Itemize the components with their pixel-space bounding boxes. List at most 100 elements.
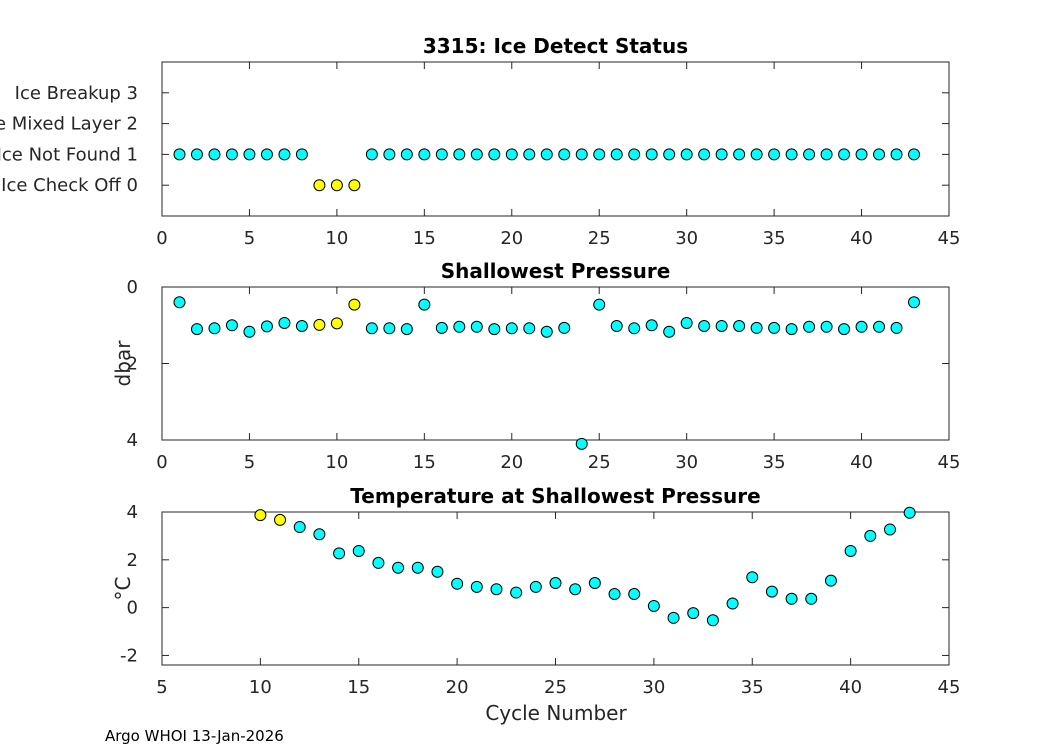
ice-status-x-tick-label: 20	[500, 228, 523, 249]
temperature-x-tick-label: 25	[544, 677, 567, 698]
temperature-x-tick-label: 35	[741, 677, 764, 698]
pressure-point	[383, 322, 396, 335]
pressure-point	[260, 320, 273, 333]
pressure-point	[488, 323, 501, 336]
pressure-point	[908, 296, 921, 309]
temperature-point	[549, 577, 562, 590]
temperature-point	[313, 528, 326, 541]
ice-status-point	[768, 148, 781, 161]
ice-status-y-tick-label: Ice Mixed Layer 2	[0, 114, 138, 135]
temperature-y-tick-label: 0	[127, 598, 138, 619]
ice-status-point	[855, 148, 868, 161]
temperature-point	[883, 523, 896, 536]
temperature-point-flagged	[274, 513, 287, 526]
pressure-point	[523, 322, 536, 335]
pressure-point	[243, 325, 256, 338]
temperature-x-tick-label: 45	[938, 677, 961, 698]
temperature-point	[844, 544, 857, 557]
pressure-point	[225, 319, 238, 332]
pressure-point	[820, 320, 833, 333]
pressure-point	[680, 316, 693, 329]
ice-status-x-tick-label: 35	[763, 228, 786, 249]
pressure-point	[645, 319, 658, 332]
pressure-point	[505, 322, 518, 335]
pressure-x-tick-label: 35	[763, 452, 786, 473]
pressure-x-tick-label: 20	[500, 452, 523, 473]
pressure-x-tick-label: 0	[156, 452, 167, 473]
temperature-point	[372, 556, 385, 569]
temperature-point	[352, 544, 365, 557]
temperature-point	[903, 506, 916, 519]
ice-status-x-tick-label: 5	[244, 228, 255, 249]
pressure-point	[558, 321, 571, 334]
footer-label: Argo WHOI 13-Jan-2026	[105, 727, 284, 745]
pressure-point	[698, 320, 711, 333]
pressure-point	[715, 320, 728, 333]
ice-status-point	[803, 148, 816, 161]
pressure-point	[663, 325, 676, 338]
ice-status-point	[890, 148, 903, 161]
ice-status-point	[243, 148, 256, 161]
ice-status-point	[733, 148, 746, 161]
temperature-point	[569, 583, 582, 596]
pressure-point	[295, 320, 308, 333]
ice-status-point	[435, 148, 448, 161]
ice-status-point	[488, 148, 501, 161]
temperature-point	[529, 580, 542, 593]
temperature-point	[608, 587, 621, 600]
ice-status-point	[470, 148, 483, 161]
pressure-point-flagged	[330, 317, 343, 330]
pressure-point	[838, 323, 851, 336]
temperature-y-tick-label: 2	[127, 550, 138, 571]
ice-status-point	[698, 148, 711, 161]
temperature-x-tick-label: 10	[249, 677, 272, 698]
pressure-point	[628, 322, 641, 335]
pressure-point	[873, 320, 886, 333]
temperature-y-tick-label: -2	[120, 645, 138, 666]
temperature-x-tick-label: 15	[347, 677, 370, 698]
ice-status-point	[173, 148, 186, 161]
temperature-point	[588, 577, 601, 590]
temperature-point	[431, 565, 444, 578]
temperature-point	[805, 592, 818, 605]
ice-status-point	[820, 148, 833, 161]
pressure-y-tick-label: 0	[127, 277, 138, 298]
temperature-title: Temperature at Shallowest Pressure	[350, 484, 760, 508]
ice-status-x-tick-label: 30	[675, 228, 698, 249]
pressure-y-tick-label: 4	[127, 430, 138, 451]
pressure-y-axis-label: dbar	[111, 340, 135, 387]
ice-status-point	[365, 148, 378, 161]
temperature-x-tick-label: 40	[839, 677, 862, 698]
ice-status-x-tick-label: 0	[156, 228, 167, 249]
temperature-point	[411, 561, 424, 574]
temperature-x-tick-label: 30	[642, 677, 665, 698]
pressure-x-tick-label: 30	[675, 452, 698, 473]
pressure-y-tick-label: 2	[127, 354, 138, 375]
temperature-x-tick-label: 5	[156, 677, 167, 698]
pressure-point	[365, 322, 378, 335]
ice-status-point	[558, 148, 571, 161]
temperature-y-tick-label: 4	[127, 502, 138, 523]
pressure-point	[418, 298, 431, 311]
temperature-x-tick-label: 20	[446, 677, 469, 698]
pressure-point-flagged	[348, 298, 361, 311]
ice-status-point-flagged	[313, 179, 326, 192]
temperature-point	[746, 571, 759, 584]
temperature-point	[726, 597, 739, 610]
pressure-panel: 0 5 10 15 20 25 30 35 40 45 0 2 4 Shallowest Pressure…	[111, 259, 960, 473]
temperature-point	[785, 592, 798, 605]
temperature-point	[765, 585, 778, 598]
pressure-point	[768, 321, 781, 334]
temperature-point	[647, 599, 660, 612]
ice-status-x-tick-label: 15	[413, 228, 436, 249]
temperature-point	[706, 614, 719, 627]
temperature-point	[864, 529, 877, 542]
ice-status-panel: 0 5 10 15 20 25 30 35 40 45 Ice Check Off 0 Ice Not…	[0, 34, 960, 249]
ice-status-point	[400, 148, 413, 161]
temperature-point	[510, 586, 523, 599]
ice-status-point	[750, 148, 763, 161]
temperature-point	[667, 611, 680, 624]
ice-status-point	[278, 148, 291, 161]
ice-status-point	[418, 148, 431, 161]
ice-status-point-flagged	[348, 179, 361, 192]
